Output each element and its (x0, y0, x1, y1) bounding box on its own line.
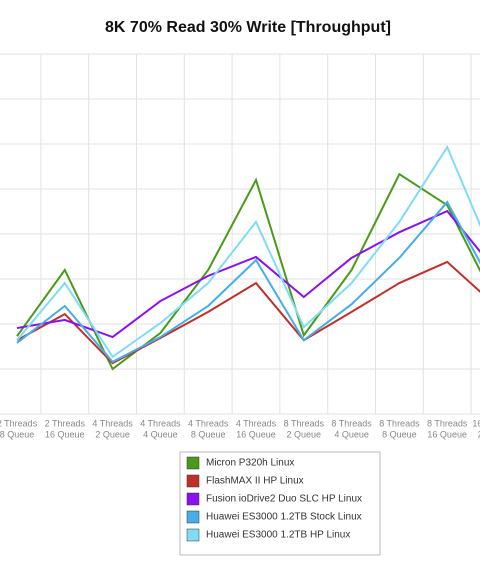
legend-swatch (186, 510, 200, 524)
legend-swatch (186, 456, 200, 470)
x-tick-label: 2 Threads (45, 418, 86, 428)
legend-label: Micron P320h Linux (206, 458, 294, 469)
legend-label: Huawei ES3000 1.2TB HP Linux (206, 530, 350, 541)
x-tick-label: 8 Threads (427, 418, 468, 428)
x-tick-label: 8 Threads (331, 418, 372, 428)
series-line (16, 145, 480, 359)
x-tick-label: 16 Queue (45, 429, 85, 439)
chart-title: 8K 70% Read 30% Write [Throughput] (105, 19, 391, 36)
x-tick-label: 16 Queue (427, 429, 467, 439)
series-line (16, 200, 480, 364)
x-tick-label: 8 Queue (191, 429, 226, 439)
legend-swatch (186, 474, 200, 488)
x-tick-label: 4 Threads (92, 418, 133, 428)
series-line (16, 172, 480, 371)
x-tick-label: 4 Queue (143, 429, 178, 439)
legend-swatch (186, 492, 200, 506)
legend-label: Huawei ES3000 1.2TB Stock Linux (206, 512, 362, 523)
x-tick-label: 16 Threads (472, 418, 480, 428)
legend-label: FlashMAX II HP Linux (206, 476, 304, 487)
x-tick-label: 4 Queue (334, 429, 369, 439)
series-line (16, 260, 480, 365)
x-tick-label: 16 Queue (236, 429, 276, 439)
x-tick-label: 2 Threads (0, 418, 38, 428)
x-tick-label: 2 Queue (478, 429, 480, 439)
x-tick-label: 2 Queue (287, 429, 322, 439)
x-tick-label: 8 Threads (284, 418, 325, 428)
x-tick-label: 4 Threads (188, 418, 229, 428)
x-tick-label: 4 Threads (140, 418, 181, 428)
x-tick-label: 8 Queue (382, 429, 417, 439)
x-tick-label: 2 Queue (95, 429, 130, 439)
x-tick-label: 4 Threads (236, 418, 277, 428)
legend-swatch (186, 528, 200, 542)
x-tick-label: 8 Threads (379, 418, 420, 428)
x-tick-label: 8 Queue (0, 429, 34, 439)
legend-box (179, 451, 381, 556)
legend-label: Fusion ioDrive2 Duo SLC HP Linux (206, 494, 362, 505)
